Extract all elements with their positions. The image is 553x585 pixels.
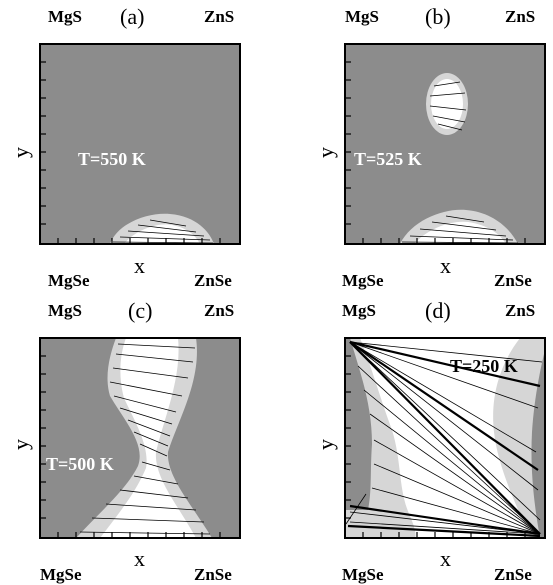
panel-c-xlabel: x <box>134 546 145 571</box>
panel-a-top-right-label: ZnS <box>204 7 234 26</box>
panel-b-top-left-label: MgS <box>345 7 379 26</box>
panel-c-bottom-right-label: ZnSe <box>194 565 232 584</box>
panel-d-bottom-left-label: MgSe <box>342 565 384 584</box>
panel-d-bottom-right-label: ZnSe <box>494 565 532 584</box>
panel-a-temperature: T=550 K <box>78 149 146 169</box>
panel-a: MgS (a) ZnS T=550 K y <box>8 4 240 290</box>
panel-c-bottom-left-label: MgSe <box>40 565 82 584</box>
panel-b-tag: (b) <box>425 4 451 29</box>
panel-c-tag: (c) <box>128 298 152 323</box>
panel-c-temperature: T=500 K <box>46 454 114 474</box>
panel-a-two-phase-region <box>40 44 240 244</box>
panel-a-ylabel: y <box>8 147 33 158</box>
panel-b-temperature: T=525 K <box>354 149 422 169</box>
panel-d: MgS (d) ZnS <box>313 298 545 584</box>
panel-b-ylabel: y <box>313 147 338 158</box>
panel-b: MgS (b) ZnS <box>313 4 545 290</box>
panel-b-xlabel: x <box>440 253 451 278</box>
panel-b-bottom-right-label: ZnSe <box>494 271 532 290</box>
panel-d-top-left-label: MgS <box>342 301 376 320</box>
panel-d-ylabel: y <box>313 439 338 450</box>
panel-c-top-right-label: ZnS <box>204 301 234 320</box>
panel-b-plot-area <box>345 44 545 244</box>
panel-c-plot-area <box>40 338 240 538</box>
panel-a-top-left-label: MgS <box>48 7 82 26</box>
panel-c: MgS (c) ZnS <box>8 298 240 584</box>
panel-d-top-right-label: ZnS <box>505 301 535 320</box>
panel-b-top-right-label: ZnS <box>505 7 535 26</box>
panel-a-bottom-right-label: ZnSe <box>194 271 232 290</box>
panel-a-plot-area <box>40 44 240 244</box>
panel-d-tag: (d) <box>425 298 451 323</box>
panel-a-xlabel: x <box>134 253 145 278</box>
panel-b-island-miscible <box>431 79 463 129</box>
panel-a-tag: (a) <box>120 4 144 29</box>
panel-d-xlabel: x <box>440 546 451 571</box>
panel-b-bottom-left-label: MgSe <box>342 271 384 290</box>
panel-c-ylabel: y <box>8 439 33 450</box>
panel-c-top-left-label: MgS <box>48 301 82 320</box>
panel-d-temperature: T=250 K <box>450 356 518 376</box>
panel-a-bottom-left-label: MgSe <box>48 271 90 290</box>
